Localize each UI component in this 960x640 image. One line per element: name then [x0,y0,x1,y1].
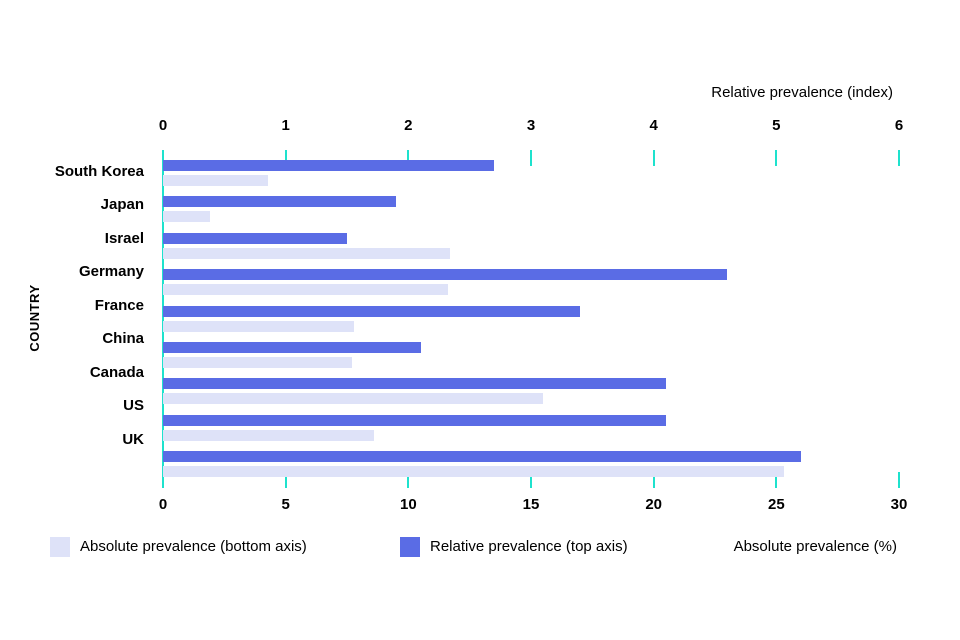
bottom-axis-tick [162,472,164,488]
bottom-axis-tick-label: 0 [158,496,168,513]
top-axis-tick [162,150,164,166]
bar-relative [163,160,495,171]
top-axis-tick [407,150,410,166]
bar-absolute [163,320,355,332]
bottom-axis-tick-label: 15 [522,496,540,513]
bar-absolute [163,284,448,296]
country-label: US [123,397,144,414]
country-label: Japan [100,196,144,213]
bar-relative [163,342,421,353]
country-label: UK [122,430,144,448]
bar-relative [163,451,801,463]
country-label: Germany [78,263,144,280]
bar-absolute [163,357,352,368]
bar-absolute [163,393,544,405]
country-label: China [102,330,144,347]
bottom-axis-tick [407,472,410,488]
bottom-axis-tick [652,472,655,488]
country-label: Israel [104,229,144,247]
top-axis-tick-label: 0 [158,117,168,134]
bottom-axis-tick [898,472,900,488]
top-axis-tick-label: 5 [772,117,781,134]
top-axis-tick [284,150,287,166]
bar-relative [163,196,397,208]
bottom-axis-tick [530,472,532,488]
bar-relative [163,269,728,281]
bar-relative [163,232,347,244]
bar-relative [163,414,666,426]
bar-absolute [163,247,451,259]
country-label: South Korea [54,162,144,180]
bottom-axis-tick-label: 25 [767,496,785,513]
y-axis-line [162,150,164,488]
top-axis-tick-label: 3 [526,117,536,134]
bottom-axis-tick-label: 20 [645,496,662,513]
bottom-axis-tick [775,472,778,488]
legend-label-absolute: Absolute prevalence (bottom axis) [80,538,307,555]
bottom-axis-tick-label: 10 [399,496,417,513]
top-axis-tick-label: 2 [404,117,413,134]
top-axis-tick [898,150,900,166]
bottom-axis-title: Absolute prevalence (%) [733,538,897,555]
bar-absolute [163,429,374,441]
bar-absolute [163,175,269,186]
country-label: Canada [89,363,144,381]
top-axis-tick-label: 1 [281,117,290,134]
top-axis-tick [530,150,532,166]
bar-relative [163,305,581,317]
bottom-axis-tick [284,472,287,488]
country-label: France [94,296,144,314]
top-axis-tick-label: 6 [894,117,904,134]
top-axis-title: Relative prevalence (index) [711,84,893,101]
bar-absolute [163,211,210,223]
bar-relative [163,378,666,390]
y-axis-title: COUNTRY [27,284,42,352]
legend-swatch-relative [400,537,420,557]
top-axis-tick [775,150,778,166]
top-axis-tick [652,150,655,166]
bottom-axis-tick-label: 30 [890,496,908,513]
top-axis-tick-label: 4 [649,117,658,134]
bar-absolute [163,466,784,478]
legend-label-relative: Relative prevalence (top axis) [430,538,628,555]
bottom-axis-tick-label: 5 [281,496,290,513]
legend-swatch-absolute [50,537,70,557]
